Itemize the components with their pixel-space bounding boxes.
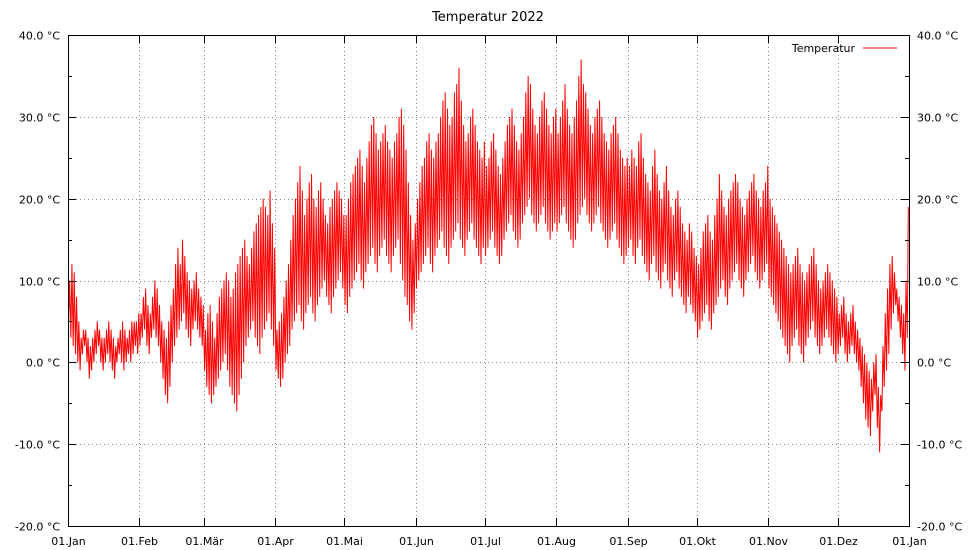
y-tick-label: 40.0 °C [19,30,60,43]
x-tick-label: 01.Jan [892,535,926,548]
y2-tick-label: 10.0 °C [917,276,958,289]
x-tick-label: 01.Nov [749,535,788,548]
axis-labels: -20.0 °C -20.0 °C -10.0 °C -10.0 °C 0.0 °C 0.… [15,30,963,549]
y-tick-label: -10.0 °C [15,439,60,452]
y2-tick-label: -10.0 °C [917,439,962,452]
y-tick-label: 20.0 °C [19,194,60,207]
y-tick-label: -20.0 °C [15,521,60,534]
y2-tick-label: 20.0 °C [917,194,958,207]
plot-frame [68,35,910,527]
y-tick-label: 30.0 °C [19,112,60,125]
x-tick-label: 01.Jul [470,535,501,548]
x-tick-label: 01.Sep [609,535,647,548]
x-tick-label: 01.Aug [537,535,576,548]
x-tick-label: 01.Dez [819,535,858,548]
y2-tick-label: 30.0 °C [917,112,958,125]
plot-area [68,59,909,453]
x-tick-label: 01.Okt [679,535,717,548]
x-tick-label: 01.Feb [121,535,158,548]
chart-title: Temperatur 2022 [431,10,544,25]
series-line-temperatur [68,59,909,453]
y-tick-label: 0.0 °C [26,357,60,370]
y-tick-label: 10.0 °C [19,276,60,289]
x-tick-label: 01.Jan [51,535,85,548]
legend-entry-label: Temperatur [791,42,856,55]
y2-tick-label: 40.0 °C [917,30,958,43]
legend: Temperatur [791,42,897,55]
x-tick-label: 01.Mai [326,535,363,548]
x-tick-label: 01.Mär [185,535,224,548]
x-tick-label: 01.Jun [399,535,434,548]
y2-tick-label: -20.0 °C [917,521,962,534]
y2-tick-label: 0.0 °C [917,357,951,370]
x-tick-label: 01.Apr [257,535,294,548]
